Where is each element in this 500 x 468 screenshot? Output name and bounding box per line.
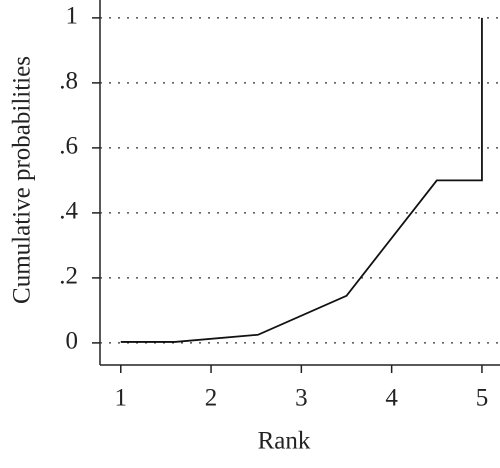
x-axis-title: Rank xyxy=(258,428,311,455)
x-tick-label: 5 xyxy=(476,385,489,412)
x-tick-label: 2 xyxy=(205,385,218,412)
x-tick-label: 1 xyxy=(115,385,128,412)
x-tick-label: 3 xyxy=(295,385,308,412)
x-tick-label: 4 xyxy=(385,385,398,412)
y-tick-label: .4 xyxy=(59,198,78,225)
line xyxy=(120,17,483,343)
y-tick-label: .8 xyxy=(59,68,78,95)
y-tick-label: .6 xyxy=(59,133,78,160)
y-axis-title: Cumulative probabilities xyxy=(9,56,36,304)
y-tick-label: .2 xyxy=(59,263,78,290)
y-tick-label: 1 xyxy=(66,3,79,30)
y-tick-label: 0 xyxy=(66,328,79,355)
